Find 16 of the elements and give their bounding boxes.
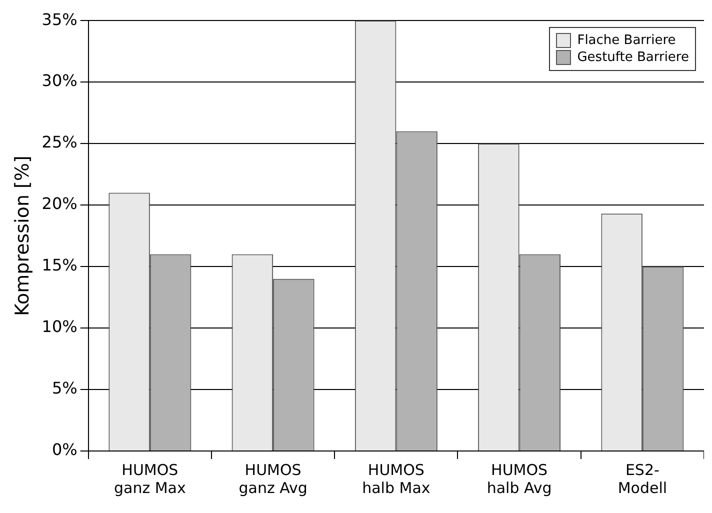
y-tick-label: 30% bbox=[42, 71, 78, 90]
y-tick-label: 35% bbox=[42, 10, 78, 29]
y-axis-title: Kompression [%] bbox=[11, 156, 34, 316]
y-tick-label: 0% bbox=[52, 440, 78, 460]
y-tick-label: 5% bbox=[52, 378, 78, 398]
x-tick-label: ES2- Modell bbox=[618, 460, 668, 497]
x-tick-label: HUMOS ganz Max bbox=[114, 460, 186, 497]
legend-label: Gestufte Barriere bbox=[577, 50, 689, 65]
x-tick-label: HUMOS halb Avg bbox=[486, 460, 552, 497]
x-tick-label: HUMOS halb Max bbox=[362, 460, 430, 497]
legend-label: Flache Barriere bbox=[577, 32, 676, 48]
y-tick-label: 15% bbox=[42, 256, 78, 275]
y-tick-label: 20% bbox=[42, 194, 78, 214]
y-tick-label: 10% bbox=[42, 317, 78, 336]
y-tick-label: 25% bbox=[42, 132, 78, 152]
x-tick-label: HUMOS ganz Avg bbox=[238, 460, 308, 497]
